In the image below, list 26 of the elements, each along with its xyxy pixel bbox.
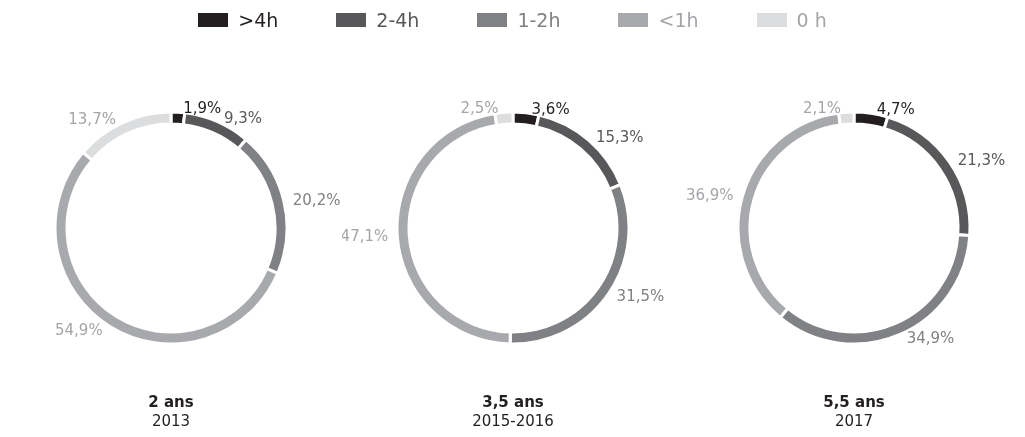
data-label: 20,2%	[292, 191, 341, 210]
data-label: 2,1%	[803, 99, 842, 118]
data-label: 47,1%	[340, 226, 388, 245]
legend-label: 1-2h	[517, 9, 561, 31]
data-label: 9,3%	[224, 109, 263, 128]
legend-label: <1h	[658, 9, 699, 31]
data-label: 34,9%	[907, 329, 955, 348]
legend-label: 0 h	[796, 9, 827, 31]
legend-label: >4h	[238, 9, 279, 31]
data-label: 54,9%	[55, 320, 103, 339]
text: 3,5 ans	[481, 392, 544, 411]
data-label: 21,3%	[958, 150, 1006, 169]
data-label: 31,5%	[616, 287, 664, 306]
text: 5,5 ans	[823, 392, 886, 411]
data-label: 13,7%	[68, 109, 116, 128]
data-label: 1,9%	[183, 99, 222, 118]
data-label: 15,3%	[595, 127, 644, 146]
data-label: 4,7%	[877, 100, 916, 119]
data-label: 2,5%	[460, 99, 499, 118]
data-label: 36,9%	[686, 186, 734, 205]
legend-label: 2-4h	[376, 9, 420, 31]
text: 2017	[835, 411, 874, 430]
text: 2013	[151, 411, 191, 430]
data-label: 3,6%	[531, 99, 570, 118]
text: 2015-2016	[471, 411, 554, 430]
text: 2 ans	[148, 392, 194, 411]
